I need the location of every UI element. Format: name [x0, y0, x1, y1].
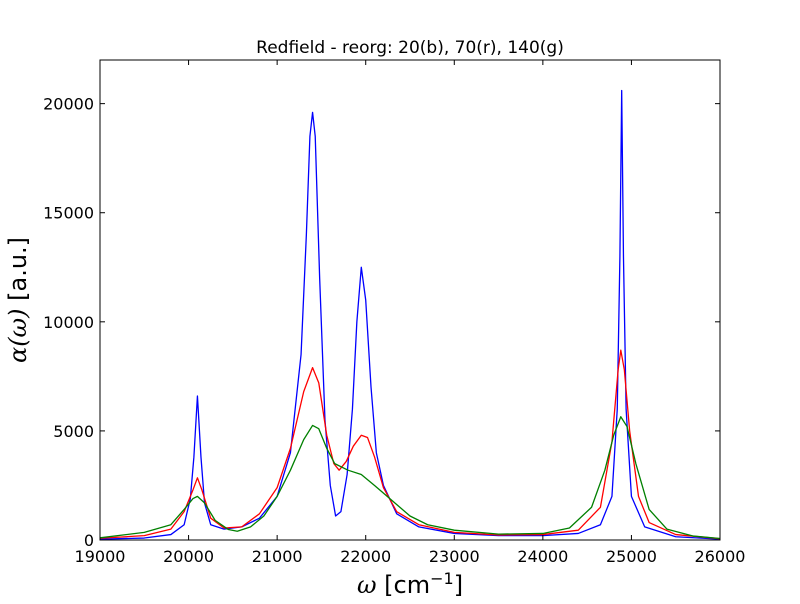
y-axis-label-unit: [a.u.] — [4, 237, 32, 309]
y-tick-label: 5000 — [53, 422, 94, 441]
x-tick-label: 24000 — [517, 547, 568, 566]
series-line-3 — [99, 416, 721, 540]
x-axis-label-symbol: ω — [357, 571, 377, 599]
x-axis-label-exponent: −1 — [430, 569, 454, 588]
x-tick-label: 19000 — [75, 547, 126, 566]
x-tick-label: 26000 — [695, 547, 746, 566]
series-line-1 — [99, 89, 721, 540]
y-axis-label-symbol: α(ω) — [4, 309, 32, 364]
y-tick-label: 10000 — [43, 313, 94, 332]
x-tick-label: 23000 — [429, 547, 480, 566]
x-tick-label: 21000 — [252, 547, 303, 566]
x-axis-label-close: ] — [454, 571, 463, 599]
chart-title: Redfield - reorg: 20(b), 70(r), 140(g) — [256, 38, 564, 58]
y-tick-label: 20000 — [43, 95, 94, 114]
series-line-2 — [99, 349, 721, 540]
x-axis-label: ω [cm−1] — [357, 569, 463, 599]
x-axis-label-unit: [cm — [377, 571, 431, 599]
x-tick-label: 20000 — [163, 547, 214, 566]
y-axis-label: α(ω) [a.u.] — [4, 237, 32, 363]
x-tick-label: 25000 — [606, 547, 657, 566]
x-tick-label: 22000 — [340, 547, 391, 566]
x-axis: 19000 20000 21000 22000 23000 24000 25000 26000 — [75, 60, 746, 566]
plot-frame — [99, 59, 721, 541]
series-layer — [99, 89, 721, 540]
y-tick-label: 15000 — [43, 204, 94, 223]
y-tick-label: 0 — [84, 531, 94, 550]
y-axis: 0 5000 10000 15000 20000 — [43, 95, 720, 550]
